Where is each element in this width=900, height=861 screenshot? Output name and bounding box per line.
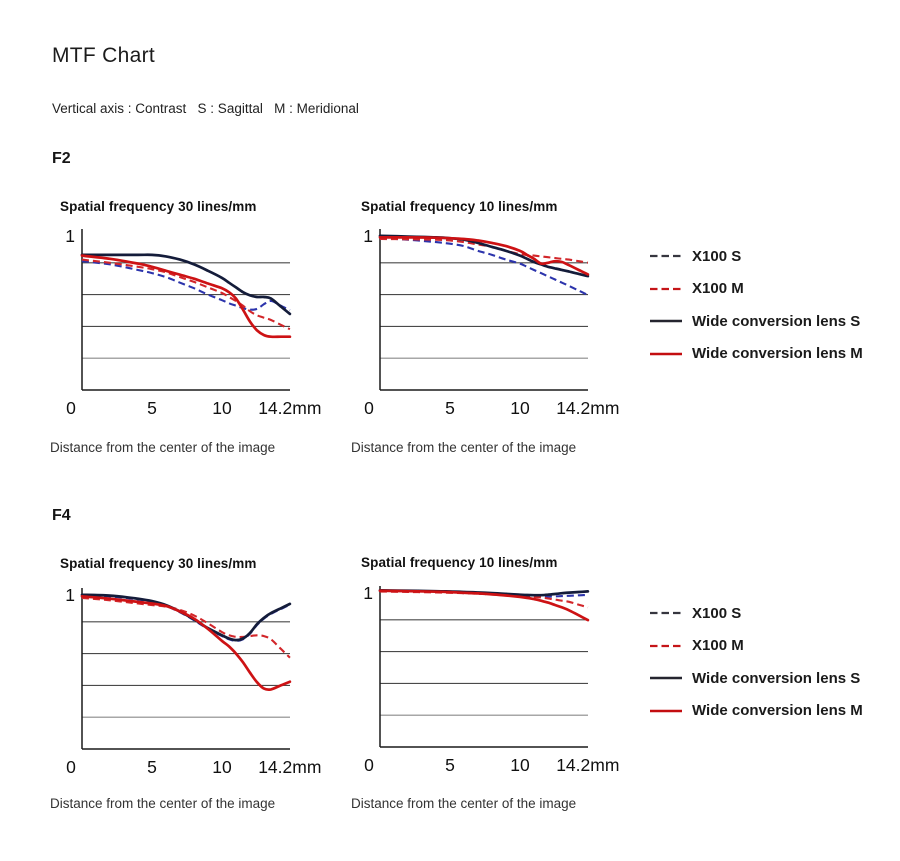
x-tick-label: 10 <box>212 398 232 418</box>
chart-title-f4-30: Spatial frequency 30 lines/mm <box>60 556 257 571</box>
series-wide-m-curve <box>378 589 590 622</box>
x-tick-label: 0 <box>364 398 374 418</box>
series-wide-s-curve <box>80 253 292 316</box>
wide-m-solid-line-icon <box>650 352 682 355</box>
x100-s-dashed-line-icon <box>650 255 682 258</box>
legend-label: Wide conversion lens M <box>692 345 863 363</box>
series-x100-s-curve <box>81 594 291 642</box>
chart-f4-10-plot: 10 5 10 14.2mm <box>363 583 619 775</box>
series-x100-s-curve <box>81 260 291 312</box>
x-axis-caption: Distance from the center of the image <box>50 440 276 455</box>
series-wide-s-curve <box>80 593 292 642</box>
legend-label: X100 M <box>692 637 744 655</box>
chart-f2-30-plot: 10 5 10 14.2mm <box>65 226 321 418</box>
legend-label: X100 S <box>692 604 742 622</box>
x-tick-label: 10 <box>510 398 530 418</box>
x100-m-dashed-line-icon <box>650 287 682 290</box>
x-tick-label: 14.2mm <box>556 755 619 775</box>
legend-item-wide-s: Wide conversion lens S <box>649 305 900 338</box>
wide-s-solid-line-icon <box>650 677 682 680</box>
legend-item-wide-s: Wide conversion lens S <box>649 662 900 695</box>
series-x100-m-curve <box>379 237 589 264</box>
x-tick-label: 14.2mm <box>258 757 321 777</box>
x-tick-label: 5 <box>147 757 157 777</box>
legend-f4: X100 S X100 M Wide conversion lens S Wide c… <box>649 597 900 727</box>
x-tick-label: 5 <box>445 398 455 418</box>
legend-label: Wide conversion lens S <box>692 312 861 330</box>
legend-label: Wide conversion lens M <box>692 702 863 720</box>
x-axis-caption: Distance from the center of the image <box>351 440 577 455</box>
y-tick-label: 1 <box>363 226 373 246</box>
legend-item-x100-m: X100 M <box>649 273 900 306</box>
x-axis-caption: Distance from the center of the image <box>50 796 276 811</box>
chart-title-f2-30: Spatial frequency 30 lines/mm <box>60 199 257 214</box>
chart-title-f2-10: Spatial frequency 10 lines/mm <box>361 199 558 214</box>
legend-f2: X100 S X100 M Wide conversion lens S Wide c… <box>649 240 900 370</box>
x-tick-label: 14.2mm <box>556 398 619 418</box>
section-label-f4: F4 <box>52 507 71 524</box>
page-subtitle: Vertical axis : Contrast S : Sagittal M … <box>52 101 359 116</box>
x-tick-label: 0 <box>364 755 374 775</box>
x-axis-caption: Distance from the center of the image <box>351 796 577 811</box>
x-tick-label: 0 <box>66 757 76 777</box>
series-x100-m-curve <box>81 258 291 331</box>
legend-item-x100-s: X100 S <box>649 597 900 630</box>
legend-item-x100-m: X100 M <box>649 630 900 663</box>
x-tick-label: 0 <box>66 398 76 418</box>
wide-s-solid-line-icon <box>650 320 682 323</box>
x100-s-dashed-line-icon <box>650 612 682 615</box>
legend-label: X100 M <box>692 280 744 298</box>
wide-m-solid-line-icon <box>650 709 682 712</box>
x-tick-label: 14.2mm <box>258 398 321 418</box>
y-tick-label: 1 <box>363 583 373 603</box>
legend-label: X100 S <box>692 247 742 265</box>
y-tick-label: 1 <box>65 226 75 246</box>
legend-item-wide-m: Wide conversion lens M <box>649 695 900 728</box>
chart-f4-30-plot: 10 5 10 14.2mm <box>65 585 321 777</box>
x-tick-label: 5 <box>445 755 455 775</box>
x-tick-label: 10 <box>212 757 232 777</box>
legend-item-wide-m: Wide conversion lens M <box>649 338 900 371</box>
y-tick-label: 1 <box>65 585 75 605</box>
series-x100-s-curve <box>379 237 589 297</box>
x-tick-label: 10 <box>510 755 530 775</box>
x100-m-dashed-line-icon <box>650 644 682 647</box>
series-wide-m-curve <box>80 595 292 692</box>
series-x100-m-curve <box>81 596 291 659</box>
x-tick-label: 5 <box>147 398 157 418</box>
legend-item-x100-s: X100 S <box>649 240 900 273</box>
section-label-f2: F2 <box>52 150 71 167</box>
chart-title-f4-10: Spatial frequency 10 lines/mm <box>361 555 558 570</box>
series-wide-m-curve <box>80 254 292 339</box>
series-wide-m-curve <box>378 236 590 276</box>
page-title: MTF Chart <box>52 44 156 67</box>
legend-label: Wide conversion lens S <box>692 669 861 687</box>
chart-f2-10-plot: 10 5 10 14.2mm <box>363 226 619 418</box>
